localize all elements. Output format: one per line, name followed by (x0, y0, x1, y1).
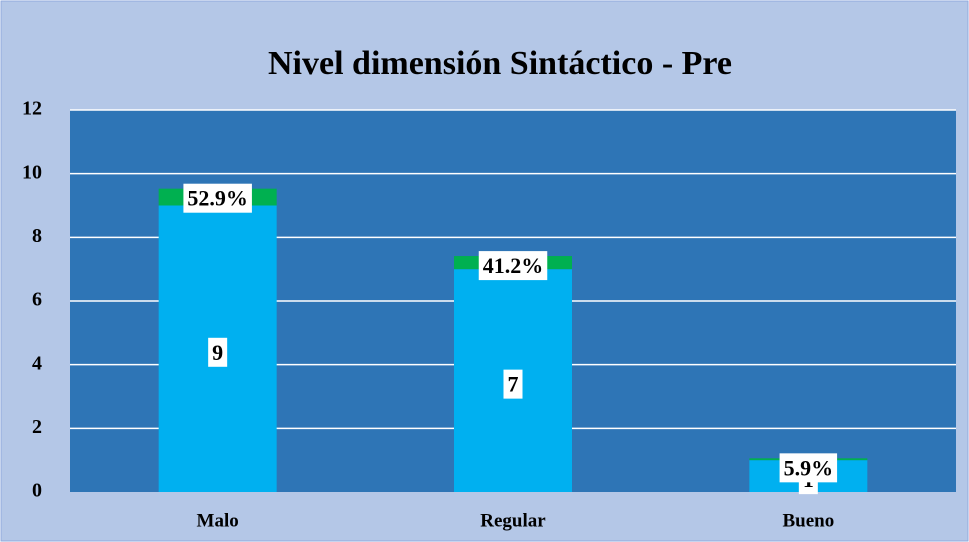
y-tick-label: 10 (22, 161, 42, 183)
chart-title: Nivel dimensión Sintáctico - Pre (268, 45, 732, 82)
data-label: 41.2% (483, 253, 544, 278)
data-label-box (779, 453, 838, 483)
x-tick-label: Bueno (782, 510, 834, 531)
y-tick-label: 2 (32, 416, 42, 438)
data-label-box (183, 183, 252, 213)
data-label: 7 (508, 372, 519, 397)
data-label: 5.9% (784, 455, 834, 480)
data-label-box (478, 251, 548, 281)
y-tick-label: 8 (32, 225, 42, 247)
y-tick-label: 0 (32, 480, 42, 502)
x-tick-label: Malo (197, 510, 239, 531)
data-label-box (503, 369, 523, 399)
x-tick-label: Regular (480, 510, 546, 531)
y-tick-label: 12 (22, 98, 42, 120)
data-label: 52.9% (187, 186, 248, 211)
data-label-box (208, 337, 228, 367)
data-label: 9 (212, 340, 223, 365)
y-tick-label: 6 (32, 289, 42, 311)
y-tick-label: 4 (32, 352, 42, 374)
